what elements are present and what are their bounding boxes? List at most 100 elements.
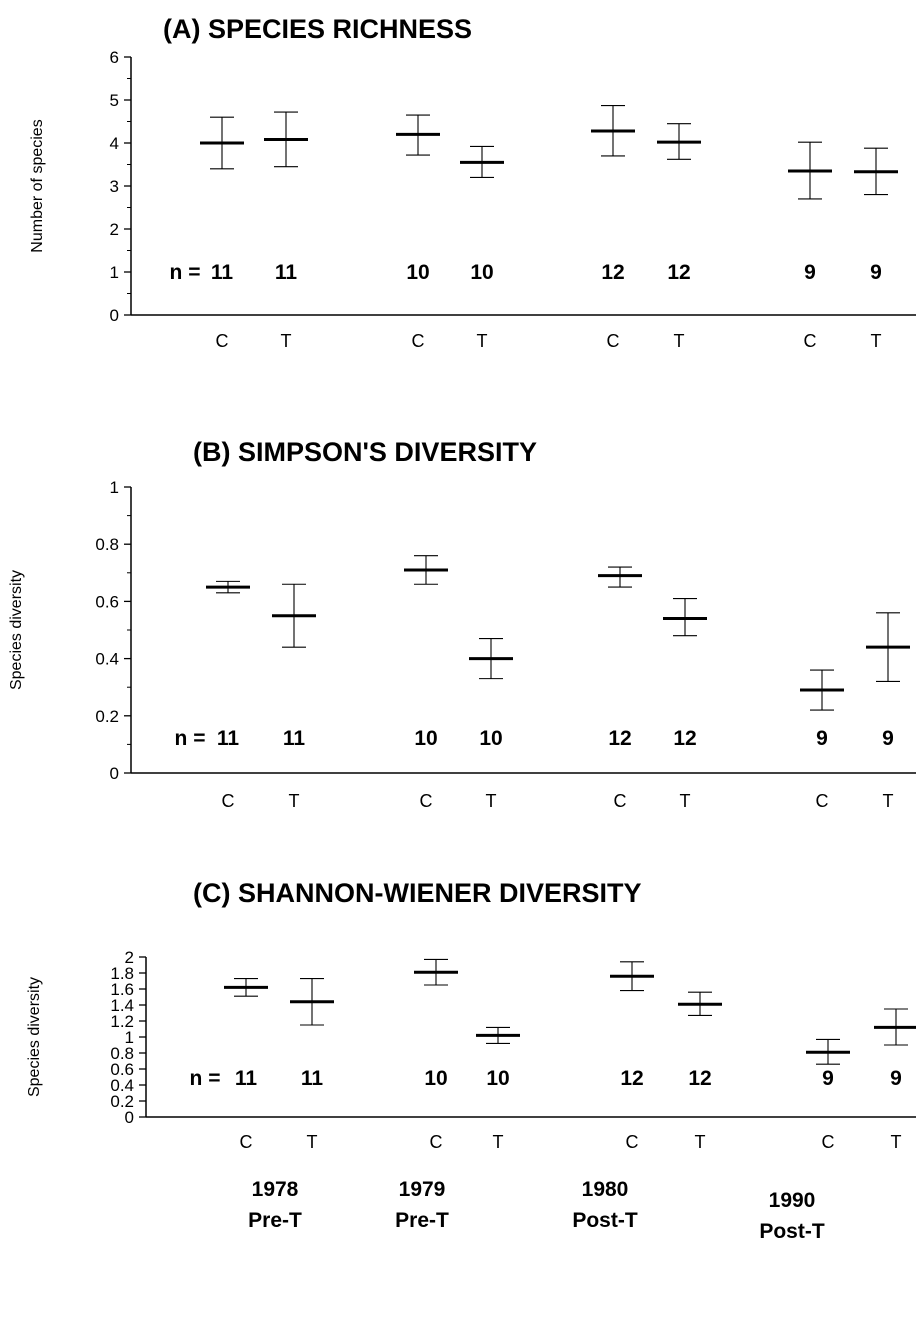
- n-value-label: 9: [882, 727, 894, 750]
- y-tick-label: 2: [110, 220, 119, 239]
- x-category-label: C: [222, 791, 235, 811]
- n-value-label: 11: [217, 727, 240, 750]
- x-category-label: T: [281, 331, 292, 351]
- chart-title: (A) SPECIES RICHNESS: [163, 14, 472, 44]
- n-value-label: 9: [816, 727, 828, 750]
- n-value-label: 11: [283, 727, 306, 750]
- y-tick-label: 6: [110, 48, 119, 67]
- error-bar: [806, 1039, 850, 1064]
- x-category-label: C: [216, 331, 229, 351]
- error-bar: [476, 1027, 520, 1043]
- error-bar: [224, 979, 268, 997]
- x-category-label: T: [477, 331, 488, 351]
- error-bar: [264, 112, 308, 167]
- y-tick-label: 0.8: [95, 535, 119, 554]
- x-category-label: C: [804, 331, 817, 351]
- x-category-label: T: [680, 791, 691, 811]
- error-bar: [866, 613, 910, 682]
- x-category-label: C: [240, 1132, 253, 1152]
- year-group-label: 1980 Post-T: [572, 1178, 638, 1232]
- n-value-label: 10: [470, 261, 493, 284]
- phase-label: Pre-T: [248, 1209, 302, 1232]
- y-tick-label: 1: [110, 263, 119, 282]
- n-value-label: 12: [688, 1067, 711, 1090]
- error-bar: [396, 115, 440, 155]
- n-value-label: 11: [275, 261, 298, 284]
- x-category-label: C: [430, 1132, 443, 1152]
- n-value-label: 10: [424, 1067, 447, 1090]
- y-axis-label: Species diversity: [8, 570, 25, 690]
- x-category-label: C: [420, 791, 433, 811]
- n-value-label: 12: [673, 727, 696, 750]
- x-category-label: C: [412, 331, 425, 351]
- x-category-label: T: [695, 1132, 706, 1152]
- n-value-label: 10: [479, 727, 502, 750]
- y-axis-label: Species diversity: [26, 977, 43, 1097]
- x-category-label: T: [493, 1132, 504, 1152]
- n-value-label: 10: [414, 727, 437, 750]
- year-group-label: 1978 Pre-T: [248, 1178, 302, 1232]
- error-bar: [404, 556, 448, 585]
- chart-title: (C) SHANNON-WIENER DIVERSITY: [193, 878, 642, 908]
- error-bar: [206, 581, 250, 592]
- y-tick-label: 0: [110, 306, 119, 325]
- error-bar: [610, 962, 654, 991]
- error-bar: [678, 992, 722, 1015]
- y-tick-label: 1: [110, 478, 119, 497]
- x-category-label: C: [822, 1132, 835, 1152]
- chart-panel: (A) SPECIES RICHNESSNumber of species012…: [29, 14, 916, 351]
- error-bar: [469, 639, 513, 679]
- x-category-label: T: [871, 331, 882, 351]
- year-group-label: 1990 Post-T: [759, 1189, 825, 1243]
- y-tick-label: 3: [110, 177, 119, 196]
- x-category-label: T: [486, 791, 497, 811]
- error-bar: [657, 124, 701, 160]
- x-category-label: T: [674, 331, 685, 351]
- error-bar: [272, 584, 316, 647]
- error-bar: [290, 979, 334, 1025]
- error-bar: [800, 670, 844, 710]
- n-value-label: 9: [804, 261, 816, 284]
- n-value-label: 9: [870, 261, 882, 284]
- y-tick-label: 5: [110, 91, 119, 110]
- n-value-label: 12: [620, 1067, 643, 1090]
- n-value-label: 12: [667, 261, 690, 284]
- x-category-label: T: [289, 791, 300, 811]
- x-category-label: C: [816, 791, 829, 811]
- x-category-label: T: [883, 791, 894, 811]
- n-value-label: 9: [822, 1067, 834, 1090]
- y-tick-label: 0.2: [95, 707, 119, 726]
- error-bar: [414, 959, 458, 985]
- n-value-label: 11: [211, 261, 234, 284]
- n-value-label: 12: [601, 261, 624, 284]
- n-value-label: 9: [890, 1067, 902, 1090]
- n-value-label: 11: [301, 1067, 324, 1090]
- n-value-label: 12: [608, 727, 631, 750]
- phase-label: Post-T: [572, 1209, 638, 1232]
- error-bar: [598, 567, 642, 587]
- x-category-label: C: [607, 331, 620, 351]
- year-label: 1980: [582, 1178, 629, 1201]
- n-prefix-label: n =: [170, 261, 201, 284]
- chart-panel: (C) SHANNON-WIENER DIVERSITY Species dive…: [26, 878, 916, 1152]
- error-bar: [460, 146, 504, 177]
- error-bar: [200, 117, 244, 169]
- error-bar: [788, 142, 832, 199]
- y-tick-label: 2: [125, 948, 134, 967]
- error-bar: [591, 106, 635, 156]
- n-value-label: 10: [486, 1067, 509, 1090]
- phase-label: Post-T: [759, 1220, 825, 1243]
- n-value-label: 11: [235, 1067, 258, 1090]
- error-bar: [663, 599, 707, 636]
- x-category-label: C: [626, 1132, 639, 1152]
- phase-label: Pre-T: [395, 1209, 449, 1232]
- chart-title: (B) SIMPSON'S DIVERSITY: [193, 437, 537, 467]
- y-tick-label: 0.6: [95, 592, 119, 611]
- n-prefix-label: n =: [190, 1067, 221, 1090]
- year-group-label: 1979Pre-T: [395, 1178, 449, 1232]
- error-bar: [874, 1009, 916, 1045]
- y-tick-label: 0.4: [95, 650, 119, 669]
- year-label: 1978: [252, 1178, 299, 1201]
- y-axis-label: Number of species: [29, 119, 46, 252]
